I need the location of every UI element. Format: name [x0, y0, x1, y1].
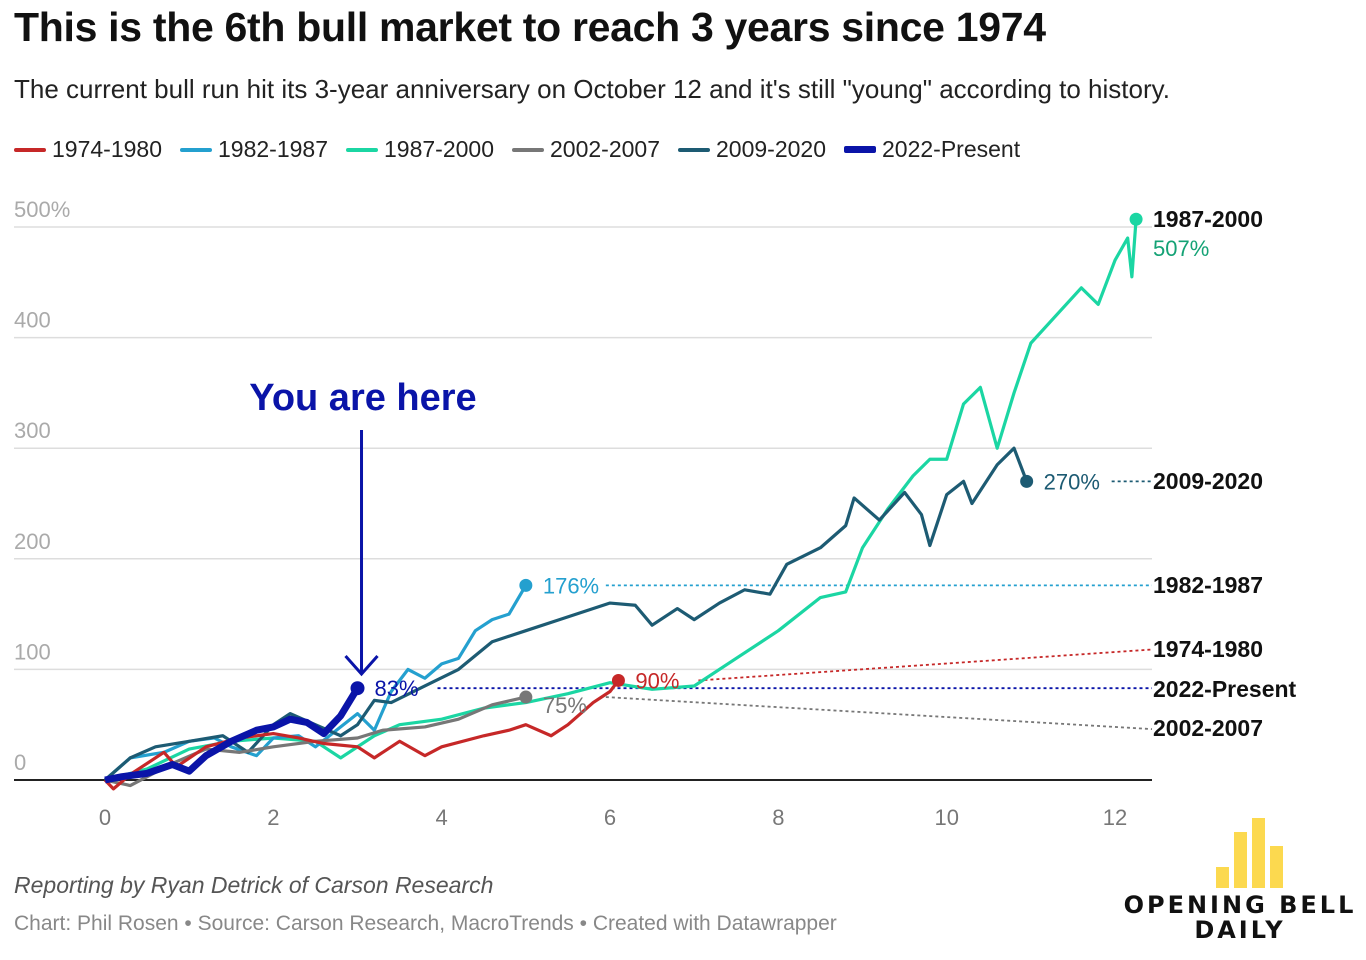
end-label: 2002-2007 — [1153, 715, 1263, 741]
legend-swatch — [180, 147, 212, 152]
reporting-note: Reporting by Ryan Detrick of Carson Rese… — [14, 872, 494, 898]
legend-swatch — [14, 147, 46, 152]
chart-title: This is the 6th bull market to reach 3 y… — [14, 4, 1046, 50]
value-label: 75% — [543, 693, 587, 718]
series-end-point — [1129, 212, 1143, 226]
value-label: 90% — [635, 668, 679, 693]
x-tick-label: 8 — [772, 805, 784, 830]
series-end-point — [519, 690, 533, 704]
leader-line — [605, 696, 1153, 731]
legend-label: 1982-1987 — [218, 136, 328, 162]
series-line-1974-1980 — [103, 679, 620, 791]
series-line-1982-1987 — [103, 584, 528, 782]
legend-item: 1987-2000 — [346, 136, 494, 163]
logo-bars-icon — [1216, 818, 1283, 888]
y-tick-label: 100 — [14, 639, 51, 664]
legend-item: 2009-2020 — [678, 136, 826, 163]
series-end-point — [519, 578, 533, 592]
y-tick-label: 0 — [14, 750, 26, 775]
chart-subtitle: The current bull run hit its 3-year anni… — [14, 74, 1170, 104]
end-label: 1974-1980 — [1153, 636, 1263, 662]
legend-swatch — [512, 147, 544, 152]
y-tick-label: 200 — [14, 529, 51, 554]
x-tick-label: 2 — [267, 805, 279, 830]
legend-label: 2022-Present — [882, 136, 1021, 162]
series-end-point — [1020, 474, 1034, 488]
logo-text: DAILY — [1194, 916, 1286, 944]
value-label: 83% — [375, 676, 419, 701]
x-tick-label: 10 — [934, 805, 958, 830]
legend-label: 2009-2020 — [716, 136, 826, 162]
x-tick-label: 12 — [1103, 805, 1127, 830]
leader-line — [698, 648, 1153, 682]
x-tick-label: 6 — [604, 805, 616, 830]
legend-item: 2002-2007 — [512, 136, 660, 163]
legend-item: 2022-Present — [844, 136, 1020, 163]
legend-item: 1974-1980 — [14, 136, 162, 163]
legend-label: 1987-2000 — [384, 136, 494, 162]
y-tick-label: 500% — [14, 197, 70, 222]
legend-label: 1974-1980 — [52, 136, 162, 162]
end-label: 2009-2020 — [1153, 468, 1263, 494]
opening-bell-daily-logo: OPENING BELL DAILY — [1120, 815, 1360, 945]
x-tick-label: 0 — [99, 805, 111, 830]
value-label: 176% — [543, 573, 599, 598]
annotation-arrow-head-icon — [344, 655, 379, 677]
value-label: 507% — [1153, 236, 1209, 261]
x-tick-label: 4 — [436, 805, 448, 830]
end-label: 1987-2000 — [1153, 206, 1263, 232]
end-label: 1982-1987 — [1153, 572, 1263, 598]
series-end-point — [350, 681, 365, 696]
value-label: 270% — [1044, 469, 1100, 494]
legend: 1974-1980 1982-1987 1987-2000 2002-2007 … — [14, 136, 1020, 163]
legend-swatch — [678, 147, 710, 152]
series-line-2009-2020 — [103, 446, 1029, 782]
legend-swatch — [346, 147, 378, 152]
y-tick-label: 400 — [14, 308, 51, 333]
end-label: 2022-Present — [1153, 676, 1297, 702]
legend-label: 2002-2007 — [550, 136, 660, 162]
legend-item: 1982-1987 — [180, 136, 328, 163]
y-tick-label: 300 — [14, 418, 51, 443]
legend-swatch — [844, 146, 876, 153]
series-line-1987-2000 — [104, 219, 1138, 782]
series-end-point — [611, 673, 625, 687]
series-line-2022-Present — [104, 686, 361, 784]
annotation-you-are-here: You are here — [249, 377, 476, 419]
logo-text: OPENING BELL — [1123, 891, 1357, 919]
chart-credit: Chart: Phil Rosen • Source: Carson Resea… — [14, 912, 837, 935]
